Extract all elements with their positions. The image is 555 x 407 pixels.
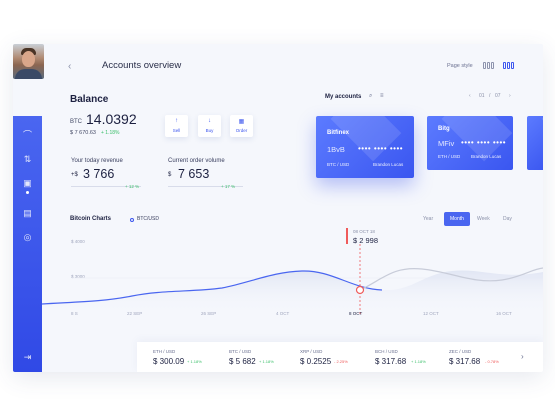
x-label: 12 OCT — [423, 311, 439, 316]
ticker-item-bch[interactable]: BCH / USD $ 317.68 + 1.18% — [375, 349, 426, 366]
volume-divider — [168, 186, 243, 187]
balance-value: 14.0392 — [86, 111, 137, 127]
x-label-active: 8 OCT — [349, 311, 363, 316]
active-indicator — [26, 191, 29, 194]
my-accounts-heading: My accounts — [325, 94, 362, 100]
volume-change: + 17 % — [221, 184, 236, 189]
period-month[interactable]: Month — [444, 212, 470, 226]
ticker-next-button[interactable]: › — [521, 352, 524, 361]
page-title: Accounts overview — [102, 60, 182, 71]
search-icon[interactable]: ⌕ — [369, 93, 373, 99]
arrow-up-icon: ↑ — [175, 118, 178, 124]
calendar-icon: ▦ — [238, 119, 245, 125]
chart-pair: BTC/USD — [137, 216, 159, 222]
y-label-3000: $ 3000 — [71, 274, 85, 279]
x-label: 16 OCT — [496, 311, 512, 316]
settings-icon[interactable]: ◎ — [23, 232, 32, 242]
account-card-bitg[interactable]: Bitg MFiv •••• •••• •••• ETH / USD Brand… — [427, 116, 513, 170]
period-year[interactable]: Year — [423, 216, 434, 222]
arrow-down-icon: ↓ — [208, 118, 211, 124]
sell-button[interactable]: ↑ Sell — [165, 115, 188, 137]
account-card-bitfinex[interactable]: Bitfinex 1BvB •••• •••• •••• BTC / USD B… — [316, 116, 414, 178]
volume-value: 7 653 — [178, 167, 210, 181]
tooltip-date: 08 OCT 18 — [353, 229, 375, 234]
exchange-icon[interactable]: ⇅ — [23, 154, 32, 164]
chart-area — [42, 270, 543, 314]
user-avatar[interactable] — [13, 44, 44, 79]
revenue-change: + 12 % — [125, 184, 140, 189]
pager-current: 01 — [479, 93, 485, 99]
x-label: 8 S — [71, 311, 78, 316]
grid-view-icon[interactable] — [503, 62, 514, 69]
revenue-divider — [71, 186, 141, 187]
x-label: 22 SEP — [127, 311, 143, 316]
balance-heading: Balance — [70, 94, 109, 105]
revenue-label: Your today revenue — [71, 158, 123, 164]
tooltip-marker — [346, 228, 348, 244]
page-style-label: Page style — [447, 63, 473, 69]
pager-total: 07 — [495, 93, 501, 99]
chart-line-forecast — [359, 267, 543, 291]
ticker-item-zec[interactable]: ZEC / USD $ 317.68 - 0.78% — [449, 349, 499, 366]
chart-point[interactable] — [355, 285, 365, 295]
back-button[interactable]: ‹ — [68, 61, 72, 72]
wallet-icon[interactable]: ▣ — [23, 178, 32, 188]
chart-line-past — [42, 270, 383, 305]
y-label-4000: $ 4000 — [71, 239, 85, 244]
balance-change: + 1.18% — [101, 130, 120, 136]
ticker-item-xrp[interactable]: XRP / USD $ 0.2525 - 2.25% — [300, 349, 348, 366]
order-button[interactable]: ▦ Order — [230, 115, 253, 137]
buy-button[interactable]: ↓ Buy — [198, 115, 221, 137]
balance-usd: $ 7 670.63 — [70, 130, 96, 136]
revenue-value: 3 766 — [83, 167, 115, 181]
volume-label: Current order volume — [168, 158, 225, 164]
prev-account-button[interactable]: ‹ — [469, 93, 471, 99]
tooltip-value: $ 2 998 — [353, 236, 379, 245]
volume-prefix: $ — [168, 172, 172, 178]
pair-indicator — [130, 218, 134, 222]
bitcoin-line-chart[interactable] — [42, 244, 543, 314]
logout-icon[interactable]: ⇥ — [23, 352, 32, 362]
ticker-item-btc[interactable]: BTC / USD $ 5 682 + 1.18% — [229, 349, 274, 366]
period-day[interactable]: Day — [503, 216, 512, 222]
period-week[interactable]: Week — [477, 216, 490, 222]
x-label: 26 SEP — [201, 311, 217, 316]
ticker-item-eth[interactable]: ETH / USD $ 300.09 + 1.18% — [153, 349, 202, 366]
next-account-button[interactable]: › — [509, 93, 511, 99]
balance-currency: BTC — [70, 119, 82, 125]
x-label: 4 OCT — [276, 311, 290, 316]
filter-icon[interactable]: ≡ — [380, 93, 384, 99]
messages-icon[interactable]: ▤ — [23, 208, 32, 218]
pager-sep: / — [489, 93, 491, 99]
ticker-bar: ETH / USD $ 300.09 + 1.18% BTC / USD $ 5… — [137, 342, 543, 372]
chart-title: Bitcoin Charts — [70, 216, 112, 222]
app-window: ⌒ ⇅ ▣ ▤ ◎ ⇥ ‹ Accounts overview Page sty… — [13, 44, 543, 372]
gauge-icon[interactable]: ⌒ — [22, 130, 32, 140]
revenue-prefix: +$ — [71, 172, 78, 178]
account-card-partial[interactable] — [527, 116, 543, 170]
list-view-icon[interactable] — [483, 62, 494, 69]
sidebar: ⌒ ⇅ ▣ ▤ ◎ ⇥ — [13, 116, 42, 372]
